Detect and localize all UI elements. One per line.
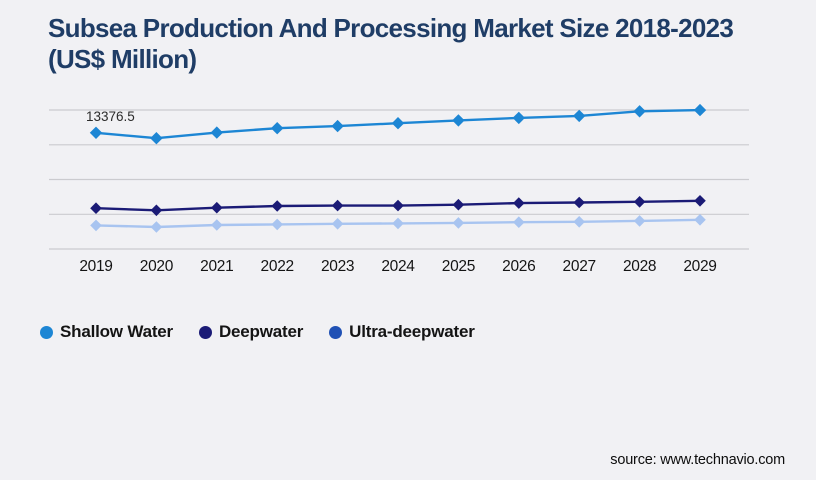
- data-point-marker: [513, 197, 525, 209]
- data-point-marker: [512, 111, 525, 125]
- data-point-marker: [210, 126, 223, 139]
- x-axis-tick-label: 2024: [381, 258, 415, 275]
- legend: Shallow Water Deepwater Ultra-deepwater: [40, 322, 475, 342]
- data-point-marker: [150, 221, 163, 233]
- data-point-marker: [694, 195, 706, 207]
- data-point-marker: [573, 196, 585, 209]
- legend-swatch-icon: [329, 325, 343, 339]
- data-point-marker: [211, 219, 223, 231]
- x-axis-tick-label: 2028: [623, 258, 656, 275]
- data-point-marker: [271, 218, 283, 231]
- data-point-marker: [331, 119, 344, 133]
- data-point-marker: [271, 200, 283, 212]
- data-point-marker: [573, 216, 585, 228]
- chart-canvas: 2019 2020 2021 2022 2023 2024 2025 2026 2027 2028…: [49, 103, 749, 275]
- legend-swatch-icon: [40, 325, 53, 339]
- data-point-marker: [391, 117, 405, 130]
- data-point-marker: [392, 217, 404, 230]
- data-point-marker: [90, 202, 102, 214]
- x-axis-tick-label: 2021: [200, 258, 233, 275]
- data-point-marker: [513, 216, 525, 228]
- x-axis-tick-label: 2020: [140, 258, 174, 275]
- data-point-marker: [271, 122, 284, 135]
- x-axis-tick-label: 2022: [261, 258, 294, 275]
- x-axis-tick-label: 2026: [502, 258, 535, 275]
- data-point-marker: [633, 105, 646, 118]
- legend-item-shallow-water[interactable]: Shallow Water: [40, 322, 173, 342]
- data-point-marker: [89, 126, 103, 139]
- data-point-marker: [693, 103, 707, 117]
- data-point-marker: [211, 201, 223, 214]
- x-axis-tick-label: 2029: [683, 258, 716, 275]
- legend-label: Shallow Water: [60, 322, 173, 341]
- legend-item-deepwater[interactable]: Deepwater: [198, 322, 304, 342]
- data-point-marker: [452, 217, 465, 229]
- data-point-marker: [633, 215, 646, 227]
- x-axis-tick-label: 2025: [442, 258, 475, 275]
- chart-title: Subsea Production And Processing Market …: [48, 13, 734, 74]
- data-point-marker: [452, 198, 465, 211]
- x-axis-tick-label: 2023: [321, 258, 354, 275]
- data-point-marker: [452, 114, 465, 127]
- source-attribution: source: www.technavio.com: [610, 452, 785, 468]
- data-point-value-label: 13376.5: [86, 109, 135, 124]
- legend-swatch-icon: [198, 325, 212, 339]
- data-point-marker: [573, 109, 586, 123]
- data-point-marker: [331, 199, 344, 212]
- data-point-marker: [392, 199, 404, 212]
- data-point-marker: [90, 219, 102, 232]
- legend-label: Ultra-deepwater: [349, 322, 475, 341]
- x-axis-tick-label: 2027: [563, 258, 596, 275]
- x-axis-tick-label: 2019: [79, 258, 112, 275]
- data-point-marker: [633, 196, 646, 208]
- line-chart: 2019 2020 2021 2022 2023 2024 2025 2026 2027 2028…: [0, 88, 816, 283]
- legend-item-ultra-deepwater[interactable]: Ultra-deepwater: [329, 322, 475, 342]
- data-point-marker: [694, 214, 706, 226]
- legend-label: Deepwater: [218, 322, 304, 341]
- data-point-marker: [150, 132, 163, 145]
- data-point-marker: [331, 218, 344, 230]
